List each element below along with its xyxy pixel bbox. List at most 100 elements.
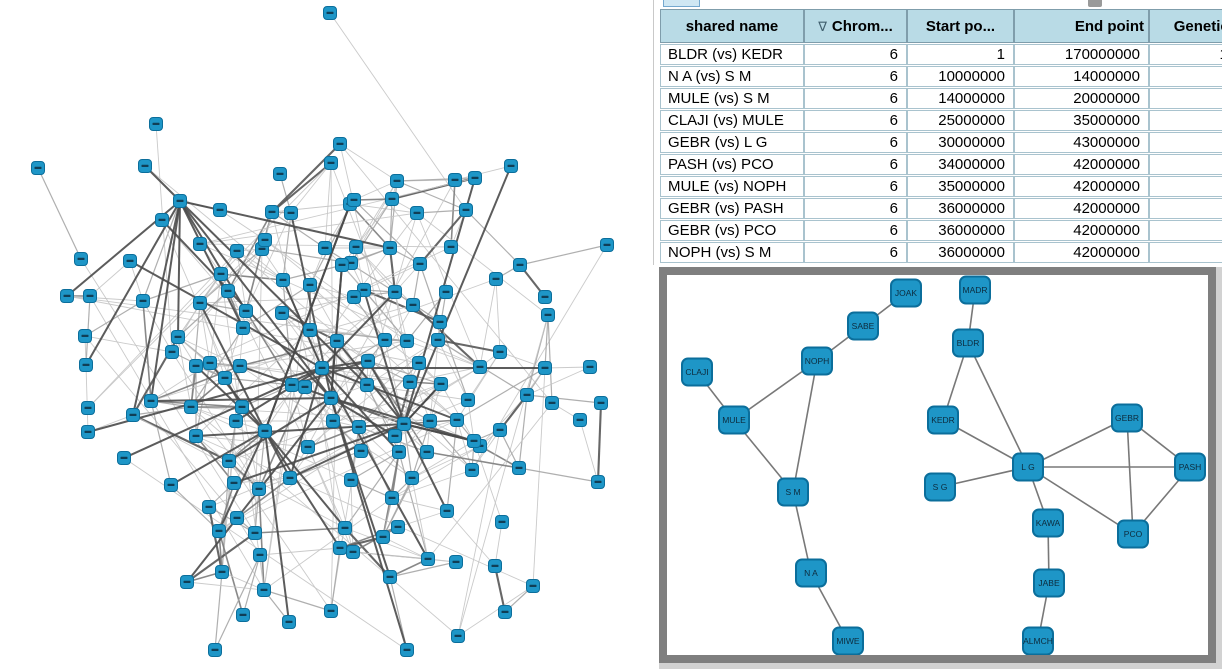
network-node[interactable] — [227, 476, 241, 490]
network-node[interactable] — [488, 559, 502, 573]
network-edge[interactable] — [473, 440, 503, 523]
network-node[interactable] — [600, 238, 614, 252]
network-edge[interactable] — [179, 200, 368, 386]
network-node-NA[interactable]: N A — [795, 558, 827, 588]
table-row[interactable]: GEBR (vs) PCO636000000420000008.4 — [660, 220, 1222, 241]
network-node[interactable] — [236, 321, 250, 335]
network-edge[interactable] — [282, 212, 292, 281]
table-row[interactable]: GEBR (vs) L G6300000004300000016.9 — [660, 132, 1222, 153]
network-edge[interactable] — [339, 143, 398, 182]
network-edge[interactable] — [353, 180, 398, 201]
network-edge[interactable] — [547, 314, 553, 404]
network-edge[interactable] — [271, 143, 341, 213]
network-edge[interactable] — [321, 367, 400, 453]
network-node[interactable] — [318, 241, 332, 255]
column-header-start-position[interactable]: Start po... — [907, 9, 1014, 43]
network-edge[interactable] — [264, 203, 351, 432]
network-node[interactable] — [117, 451, 131, 465]
network-edge[interactable] — [309, 284, 355, 298]
network-edge[interactable] — [457, 585, 534, 637]
network-edge[interactable] — [456, 419, 473, 471]
network-node[interactable] — [489, 272, 503, 286]
network-edge[interactable] — [281, 312, 323, 369]
network-node[interactable] — [257, 583, 271, 597]
network-edge[interactable] — [456, 367, 546, 421]
network-node-MULE[interactable]: MULE — [718, 405, 750, 435]
network-edge[interactable] — [330, 397, 408, 651]
network-edge[interactable] — [242, 284, 311, 329]
network-edge[interactable] — [358, 383, 442, 428]
network-node[interactable] — [81, 401, 95, 415]
network-node[interactable] — [149, 117, 163, 131]
network-node[interactable] — [444, 240, 458, 254]
network-node[interactable] — [388, 285, 402, 299]
network-edge-NOPH-SM[interactable] — [792, 360, 818, 493]
network-node-BLDR[interactable]: BLDR — [952, 328, 984, 358]
network-edge[interactable] — [281, 296, 355, 314]
network-node[interactable] — [378, 333, 392, 347]
network-edge[interactable] — [419, 209, 467, 265]
network-node[interactable] — [346, 545, 360, 559]
network-node[interactable] — [410, 206, 424, 220]
network-edge[interactable] — [170, 484, 220, 532]
network-edge[interactable] — [397, 510, 448, 528]
network-node[interactable] — [324, 391, 338, 405]
network-edge[interactable] — [389, 561, 457, 578]
network-edge[interactable] — [579, 419, 599, 483]
network-node[interactable] — [248, 526, 262, 540]
network-edge[interactable] — [355, 246, 396, 293]
network-edge[interactable] — [532, 367, 546, 587]
table-row[interactable]: CLAJI (vs) MULE625000000350000005.9 — [660, 110, 1222, 131]
network-edge[interactable] — [228, 397, 332, 462]
network-node[interactable] — [315, 361, 329, 375]
network-node[interactable] — [461, 393, 475, 407]
network-node[interactable] — [212, 524, 226, 538]
network-edge[interactable] — [254, 488, 260, 534]
network-node[interactable] — [594, 396, 608, 410]
network-edge[interactable] — [89, 295, 265, 591]
network-edge[interactable] — [426, 451, 520, 469]
network-node-JABE[interactable]: JABE — [1033, 568, 1065, 598]
network-edge[interactable] — [85, 364, 89, 433]
network-node[interactable] — [541, 308, 555, 322]
network-edge[interactable] — [227, 211, 273, 292]
network-node[interactable] — [495, 515, 509, 529]
network-node[interactable] — [155, 213, 169, 227]
network-edge[interactable] — [389, 198, 393, 249]
network-edge[interactable] — [289, 367, 323, 479]
network-edge[interactable] — [446, 510, 496, 567]
network-edge[interactable] — [84, 335, 238, 519]
network-node[interactable] — [324, 156, 338, 170]
network-node[interactable] — [513, 258, 527, 272]
network-node[interactable] — [526, 579, 540, 593]
network-node[interactable] — [301, 440, 315, 454]
network-edge[interactable] — [264, 430, 290, 623]
network-node-MADR[interactable]: MADR — [959, 275, 991, 305]
network-node[interactable] — [203, 356, 217, 370]
table-row[interactable]: PASH (vs) PCO6340000004200000011.4 — [660, 154, 1222, 175]
column-header-shared-name[interactable]: shared name — [660, 9, 804, 43]
network-node[interactable] — [403, 375, 417, 389]
network-edge[interactable] — [350, 479, 354, 553]
network-edge-LG-GEBR[interactable] — [1027, 417, 1128, 468]
network-edge[interactable] — [218, 430, 266, 532]
network-edge[interactable] — [214, 571, 223, 651]
network-edge[interactable] — [494, 521, 503, 567]
network-node[interactable] — [221, 284, 235, 298]
network-edge[interactable] — [282, 279, 293, 386]
network-node[interactable] — [60, 289, 74, 303]
network-node[interactable] — [591, 475, 605, 489]
network-edge[interactable] — [544, 366, 591, 369]
network-node[interactable] — [230, 511, 244, 525]
network-node-ALMCH[interactable]: ALMCH — [1022, 626, 1054, 655]
network-node[interactable] — [431, 333, 445, 347]
network-edge[interactable] — [353, 199, 421, 265]
network-node[interactable] — [412, 356, 426, 370]
network-edge[interactable] — [144, 165, 284, 281]
network-node[interactable] — [360, 378, 374, 392]
network-node[interactable] — [298, 380, 312, 394]
network-node[interactable] — [504, 159, 518, 173]
network-edge[interactable] — [209, 273, 222, 364]
network-edge[interactable] — [264, 430, 341, 549]
network-node[interactable] — [347, 290, 361, 304]
